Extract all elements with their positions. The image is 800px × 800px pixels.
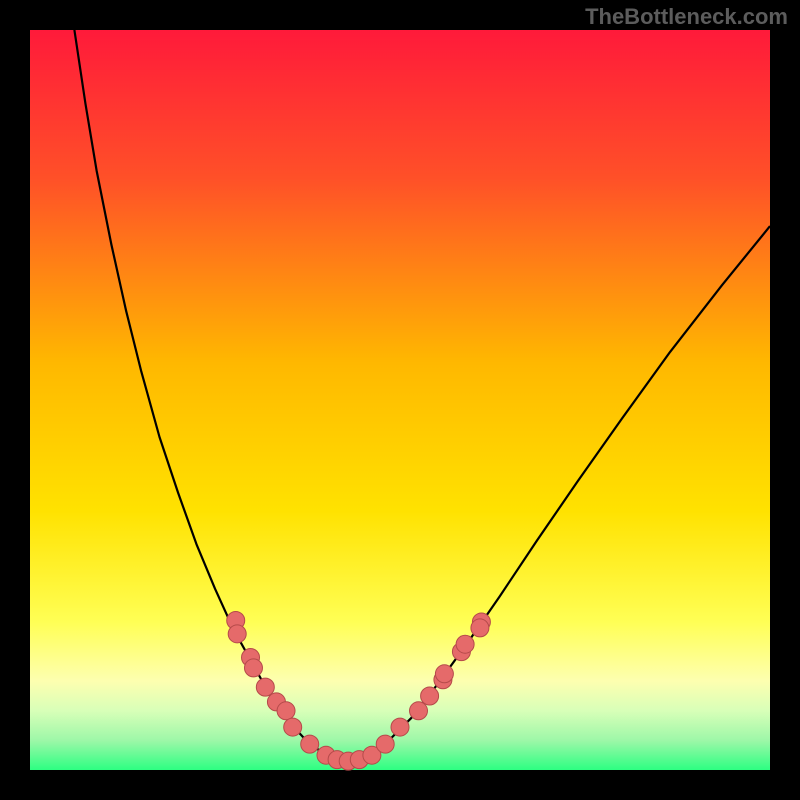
data-marker <box>228 625 246 643</box>
data-marker <box>421 687 439 705</box>
bottleneck-chart <box>0 0 800 800</box>
watermark-text: TheBottleneck.com <box>585 4 788 30</box>
data-marker <box>277 702 295 720</box>
data-marker <box>410 702 428 720</box>
data-marker <box>435 665 453 683</box>
data-marker <box>376 735 394 753</box>
data-marker <box>256 678 274 696</box>
data-marker <box>471 619 489 637</box>
data-marker <box>244 659 262 677</box>
data-marker <box>391 718 409 736</box>
plot-background <box>30 30 770 770</box>
data-marker <box>456 635 474 653</box>
data-marker <box>301 735 319 753</box>
data-marker <box>284 718 302 736</box>
